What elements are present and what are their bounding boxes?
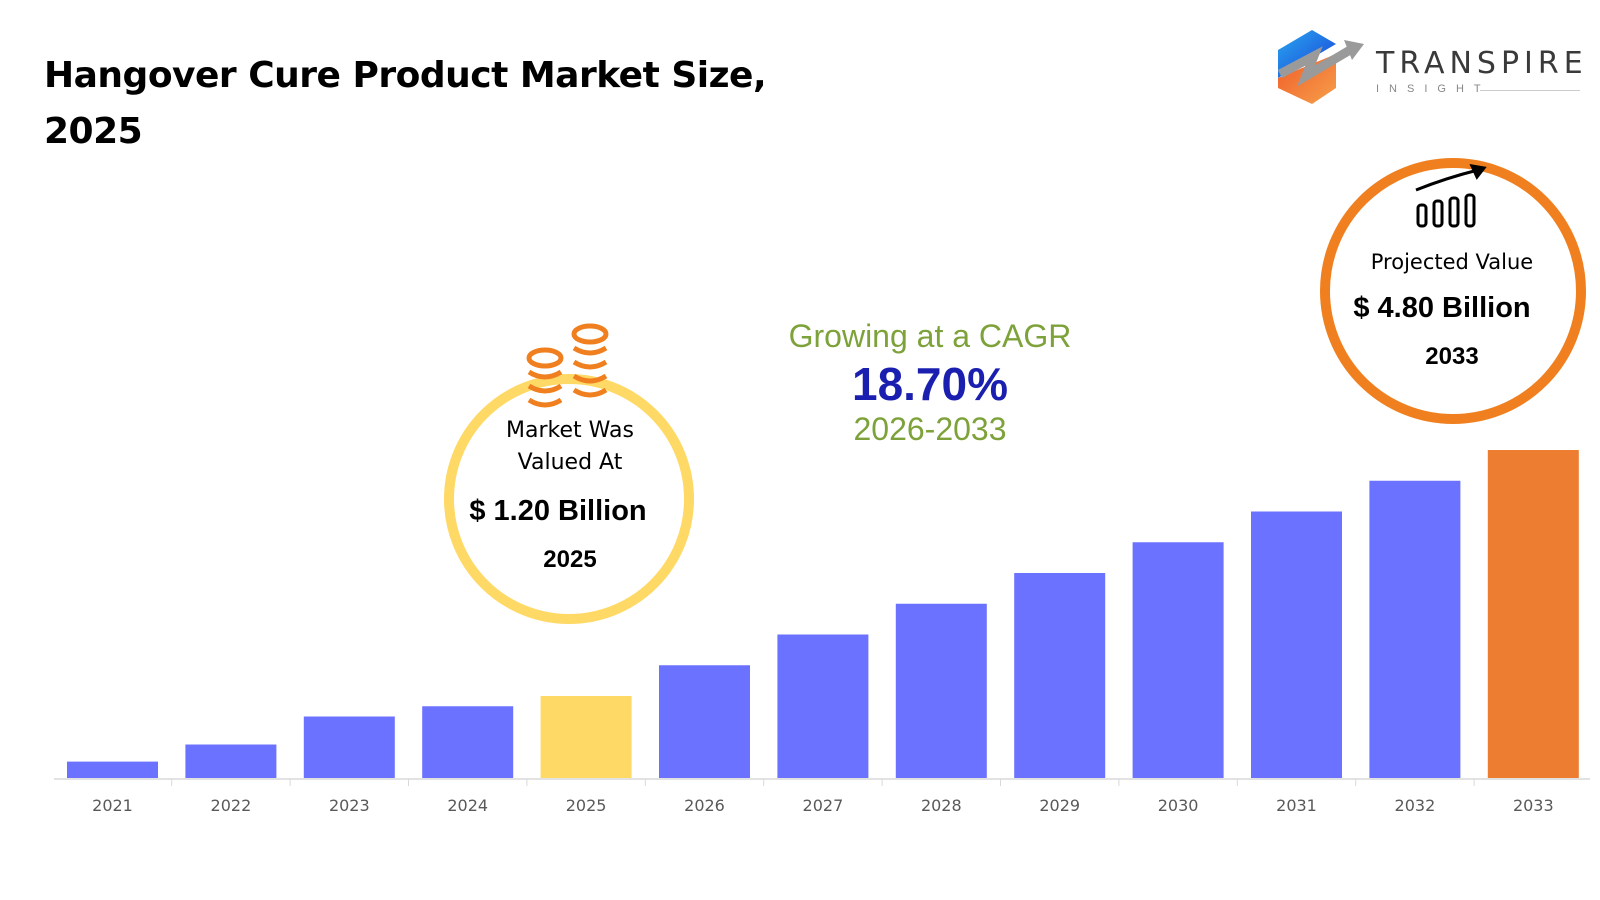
bar-2032 <box>1369 480 1461 778</box>
bar-2021 <box>67 761 158 778</box>
projected-label: Projected Value <box>1370 250 1534 274</box>
coin-stack-icon <box>526 323 609 408</box>
x-tick-label: 2029 <box>1039 796 1080 815</box>
x-tick-label: 2026 <box>684 796 725 815</box>
logo-divider <box>1480 90 1580 91</box>
bar-2031 <box>1251 511 1342 778</box>
bar-2033 <box>1487 450 1579 778</box>
start-year: 2025 <box>543 546 597 573</box>
x-tick-label: 2027 <box>803 796 844 815</box>
bar-2022 <box>185 744 277 778</box>
cagr-block: Growing at a CAGR 18.70% 2026-2033 <box>730 318 1130 448</box>
start-value-ring <box>444 374 694 624</box>
x-tick-label: 2021 <box>92 796 133 815</box>
bar-growth-icon <box>1415 164 1487 228</box>
callout-label-line1: Market Was <box>506 418 634 443</box>
bar-2029 <box>1014 573 1106 778</box>
logo-name: TRANSPIRE <box>1376 46 1588 81</box>
bar-2028 <box>895 603 987 778</box>
logo: TRANSPIRE INSIGHT <box>1276 26 1596 110</box>
x-tick-label: 2028 <box>921 796 962 815</box>
chart-title: Hangover Cure Product Market Size, 2025 <box>44 55 767 152</box>
logo-subtitle: INSIGHT <box>1376 83 1491 95</box>
x-tick-label: 2022 <box>211 796 252 815</box>
x-tick-label: 2024 <box>447 796 488 815</box>
start-value: $ 1.20 Billion <box>469 495 647 527</box>
logo-mark-icon <box>1277 30 1364 104</box>
bar-2026 <box>659 665 750 778</box>
start-value-callout: Market Was Valued At $ 1.20 Billion 2025 <box>440 415 700 574</box>
bar-2025 <box>540 696 632 778</box>
end-year: 2033 <box>1425 343 1479 370</box>
bar-2023 <box>303 716 395 778</box>
end-value-ring <box>1320 158 1586 424</box>
x-tick-label: 2023 <box>329 796 370 815</box>
cagr-period: 2026-2033 <box>853 411 1007 447</box>
x-tick-label: 2030 <box>1158 796 1199 815</box>
end-value: $ 4.80 Billion <box>1353 292 1531 324</box>
bar-2024 <box>422 706 514 778</box>
x-tick-label: 2025 <box>566 796 607 815</box>
cagr-label: Growing at a CAGR <box>788 318 1072 354</box>
bar-2027 <box>777 634 869 778</box>
bar-2030 <box>1132 542 1224 778</box>
end-value-callout: Projected Value $ 4.80 Billion 2033 <box>1322 250 1582 371</box>
callout-label-line2: Valued At <box>517 450 623 475</box>
x-tick-label: 2031 <box>1276 796 1317 815</box>
x-tick-label: 2032 <box>1395 796 1436 815</box>
x-tick-label: 2033 <box>1513 796 1554 815</box>
cagr-value: 18.70% <box>851 358 1008 410</box>
